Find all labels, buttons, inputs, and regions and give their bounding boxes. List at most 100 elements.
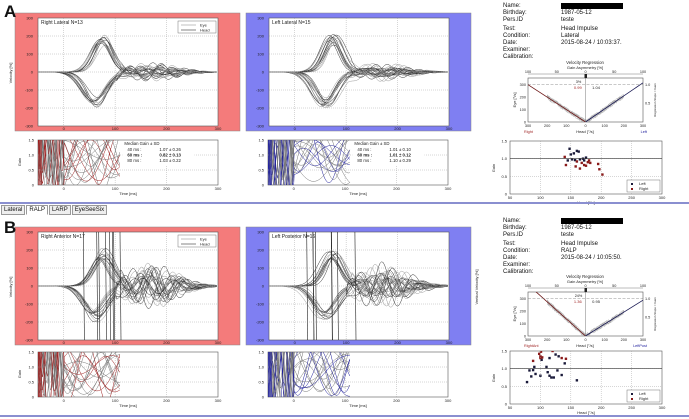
y-tick-label: 0	[262, 70, 265, 75]
y-tick-label: 0.5	[501, 384, 507, 389]
gain-trace	[38, 352, 120, 397]
right-gain-point	[586, 161, 590, 164]
legend-head-label: Head	[200, 28, 210, 33]
gain-trace	[270, 352, 349, 397]
regression-sample-right	[547, 95, 586, 122]
eye-velocity-trace	[38, 270, 218, 317]
right-gain-point	[580, 161, 583, 165]
head-tick: 200	[544, 124, 550, 128]
regression-sample-left	[585, 310, 624, 336]
median-row-value: 1.01 ± 0.10	[389, 147, 411, 152]
left-gain-point	[557, 355, 560, 358]
regression-plot-traces	[528, 82, 643, 122]
head-tick: 100	[601, 338, 607, 342]
y-tick-label: 0	[32, 395, 35, 400]
tab-eyeseesix[interactable]: EyeSeeSix	[71, 205, 108, 215]
side-right-label: RightAnt	[524, 344, 540, 348]
left-gain-point	[563, 362, 566, 365]
asymmetry-tick: 50	[612, 70, 616, 74]
left-gain-point	[575, 379, 579, 382]
regression-sample-right	[547, 301, 586, 336]
eye-tick: 200	[520, 309, 526, 313]
test-value: Head Impulse	[561, 241, 599, 247]
regression-right-label: Regression Slope = Gain	[653, 83, 657, 117]
tab-larp[interactable]: LARP	[49, 205, 71, 215]
tab-lateral[interactable]: Lateral	[1, 205, 26, 215]
y-tick-label: 300	[26, 16, 33, 21]
condition-label: Condition:	[503, 33, 531, 39]
legend-right-marker	[631, 398, 633, 400]
y-axis-label: Velocity [%]	[8, 63, 13, 84]
gain-trace	[268, 352, 341, 396]
gain-trace	[42, 140, 107, 183]
persid-label: Pers.ID	[503, 232, 524, 238]
asymmetry-tick: 100	[640, 70, 646, 74]
y-tick-label: 300	[257, 16, 264, 21]
x-axis-label: Time [ms]	[349, 191, 366, 196]
left-gain-point	[577, 150, 580, 153]
gain-trace	[272, 352, 350, 397]
y-axis-label: Gain	[17, 158, 22, 166]
plot-title: Left Lateral N=15	[272, 20, 311, 26]
x-tick-label: 250	[628, 405, 635, 410]
examiner-label: Examiner:	[503, 47, 531, 53]
gain-right-value: 0.99	[574, 85, 583, 90]
gain-tick: 0.5	[645, 102, 650, 106]
x-tick-label: 150	[567, 195, 574, 200]
regression-line-right	[528, 84, 586, 122]
date-label: Date:	[503, 255, 518, 261]
right-gain-point	[601, 173, 604, 176]
gain-tick: 1.0	[645, 83, 650, 87]
y-tick-label: 300	[26, 230, 33, 235]
right-gain-point	[574, 165, 577, 168]
head-tick: 300	[525, 124, 531, 128]
right-gain-point	[563, 155, 566, 159]
gain-trace	[38, 140, 112, 185]
head-tick: 300	[525, 338, 531, 342]
date-value: 2015-08-24 / 10:03:37.	[561, 40, 622, 46]
y-tick-label: 300	[257, 230, 264, 235]
y-tick-label: -200	[25, 106, 34, 111]
right-gain-point	[564, 163, 568, 167]
left-gain-point	[533, 365, 536, 369]
gain-left-value: 0.95	[592, 299, 601, 304]
x-tick-label: 100	[112, 340, 119, 345]
eye-tick: 300	[520, 83, 526, 87]
y-tick-label: 100	[26, 52, 33, 57]
separator-line-bottom	[0, 415, 689, 417]
y-axis-label: Velocity [%]	[8, 277, 13, 298]
x-tick-label: 300	[446, 340, 453, 345]
left-gain-point	[566, 159, 569, 162]
eye-tick: 300	[520, 297, 526, 301]
head-tick: 200	[621, 124, 627, 128]
left-gain-point	[556, 369, 559, 372]
birthday-label: Birthday:	[503, 10, 527, 16]
right-gain-point	[584, 164, 588, 167]
x-tick-label: 100	[537, 195, 544, 200]
gain-trace	[38, 352, 120, 396]
gain-trace	[268, 140, 351, 185]
y-tick-label: 0.5	[258, 168, 264, 173]
asymmetry-value: 3%	[576, 80, 582, 84]
tab-ralp[interactable]: RALP	[26, 205, 49, 215]
gain-tick: 0.5	[645, 316, 650, 320]
y-tick-label: 1.0	[501, 156, 507, 161]
y-tick-label: -200	[256, 106, 265, 111]
x-tick-label: 200	[393, 398, 400, 403]
x-tick-label: 300	[215, 126, 222, 131]
y-tick-label: 100	[257, 266, 264, 271]
eye-velocity-trace	[269, 63, 449, 106]
left-gain-point	[570, 158, 574, 161]
x-tick-label: 300	[215, 398, 222, 403]
side-right-label: Right	[524, 130, 534, 134]
y-tick-label: 1.5	[501, 139, 507, 144]
y-tick-label: 1.0	[258, 153, 264, 158]
gain-early-band	[268, 352, 272, 397]
x-tick-label: 0	[294, 340, 297, 345]
left-gain-plot	[37, 351, 219, 398]
y-tick-label: 0	[262, 284, 265, 289]
gain-trace	[38, 140, 110, 182]
head-tick: 200	[544, 338, 550, 342]
y-tick-label: 1.0	[28, 365, 34, 370]
separator-line	[0, 202, 689, 204]
